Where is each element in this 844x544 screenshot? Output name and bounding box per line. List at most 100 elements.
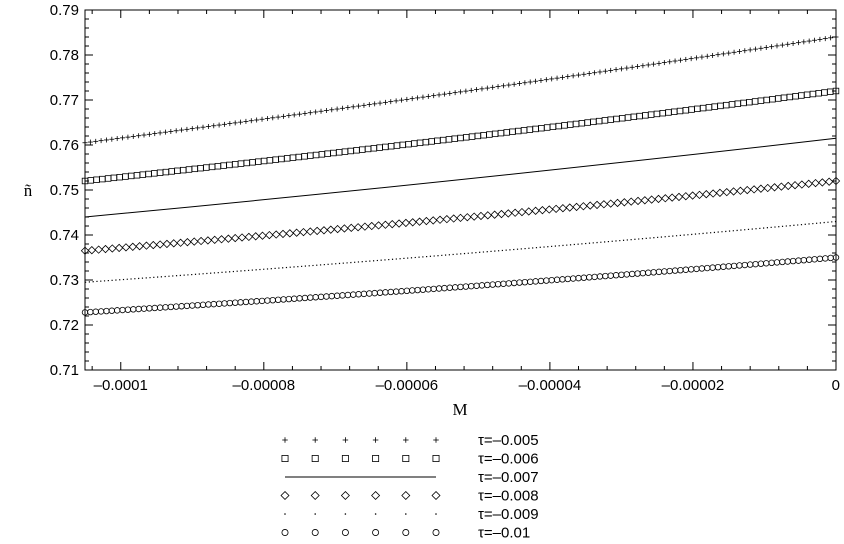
data-point xyxy=(656,60,662,66)
data-point xyxy=(463,134,470,141)
data-point xyxy=(214,163,222,170)
data-point xyxy=(602,272,609,280)
data-point xyxy=(801,39,807,45)
data-point xyxy=(398,288,405,295)
data-point xyxy=(227,121,233,127)
x-tick-label: –0.00002 xyxy=(662,377,725,394)
data-point xyxy=(715,52,721,58)
data-point xyxy=(231,299,239,306)
data-point xyxy=(341,148,349,155)
data-point xyxy=(710,52,716,58)
data-point xyxy=(231,233,240,243)
data-point xyxy=(674,192,684,202)
data-point xyxy=(825,177,834,186)
data-point xyxy=(226,299,234,307)
data-point xyxy=(458,89,463,95)
data-point xyxy=(173,128,179,134)
data-point xyxy=(623,271,630,278)
data-point xyxy=(619,115,626,122)
data-point xyxy=(722,187,731,197)
data-point xyxy=(399,141,406,149)
data-point xyxy=(93,138,99,144)
data-point xyxy=(203,164,210,171)
data-point xyxy=(361,102,367,108)
data-point xyxy=(463,88,469,94)
data-point xyxy=(425,286,432,293)
data-point xyxy=(195,125,201,131)
data-point xyxy=(451,135,458,142)
data-point xyxy=(210,235,219,245)
data-point xyxy=(822,255,829,262)
data-point xyxy=(265,230,274,240)
data-point xyxy=(695,190,704,200)
data-point xyxy=(704,264,711,272)
data-point xyxy=(324,150,331,157)
data-point xyxy=(833,34,839,40)
data-point xyxy=(285,229,294,238)
data-point xyxy=(145,170,152,178)
legend-swatch xyxy=(372,455,380,462)
data-point xyxy=(291,112,297,118)
data-point xyxy=(468,87,474,93)
data-point xyxy=(456,213,465,223)
data-point xyxy=(533,78,539,84)
x-tick-label: –0.00008 xyxy=(233,377,296,394)
data-point xyxy=(478,282,486,289)
data-point xyxy=(532,125,539,133)
data-point xyxy=(409,96,415,102)
legend-swatch xyxy=(280,490,290,501)
data-point xyxy=(178,303,185,310)
data-point xyxy=(489,281,496,288)
data-point xyxy=(747,47,753,53)
data-point xyxy=(114,136,120,142)
data-point xyxy=(740,99,747,107)
data-point xyxy=(510,279,518,287)
data-point xyxy=(725,263,732,270)
data-point xyxy=(319,226,329,235)
data-point xyxy=(789,257,797,265)
data-point xyxy=(108,244,117,253)
data-point xyxy=(156,169,164,176)
data-point xyxy=(736,186,745,195)
data-point xyxy=(729,187,738,196)
data-point xyxy=(639,269,647,277)
data-point xyxy=(687,266,695,273)
data-point xyxy=(104,175,112,182)
data-point xyxy=(226,161,233,169)
legend-swatch xyxy=(282,437,288,443)
data-point xyxy=(572,120,580,128)
data-point xyxy=(753,46,759,52)
data-point xyxy=(355,291,362,298)
data-point xyxy=(500,83,506,89)
data-point xyxy=(174,167,181,174)
data-point xyxy=(382,143,389,151)
data-point xyxy=(553,276,561,283)
data-point xyxy=(578,120,586,127)
data-point xyxy=(734,100,741,107)
data-point xyxy=(770,183,779,192)
legend-swatch xyxy=(433,437,439,443)
data-point xyxy=(797,180,807,189)
data-point xyxy=(237,160,245,167)
legend-label: τ=–0.006 xyxy=(478,451,539,468)
data-point xyxy=(408,218,417,227)
data-point xyxy=(681,192,690,201)
data-point xyxy=(350,291,357,298)
data-point xyxy=(411,140,418,147)
data-point xyxy=(353,147,360,154)
data-point xyxy=(821,89,828,96)
data-point xyxy=(612,272,620,279)
data-point xyxy=(307,294,314,301)
data-point xyxy=(387,288,394,296)
data-point xyxy=(457,134,464,142)
data-point xyxy=(162,304,169,311)
data-point xyxy=(442,214,452,224)
data-point xyxy=(769,96,776,103)
data-point xyxy=(543,124,551,131)
y-axis: 0.71 0.72 0.73 0.74 0.75 0.76 0.77 0.78 0.79 xyxy=(50,2,836,379)
data-point xyxy=(271,230,281,239)
data-point xyxy=(415,217,424,226)
data-point xyxy=(119,306,126,314)
data-point xyxy=(694,55,700,61)
